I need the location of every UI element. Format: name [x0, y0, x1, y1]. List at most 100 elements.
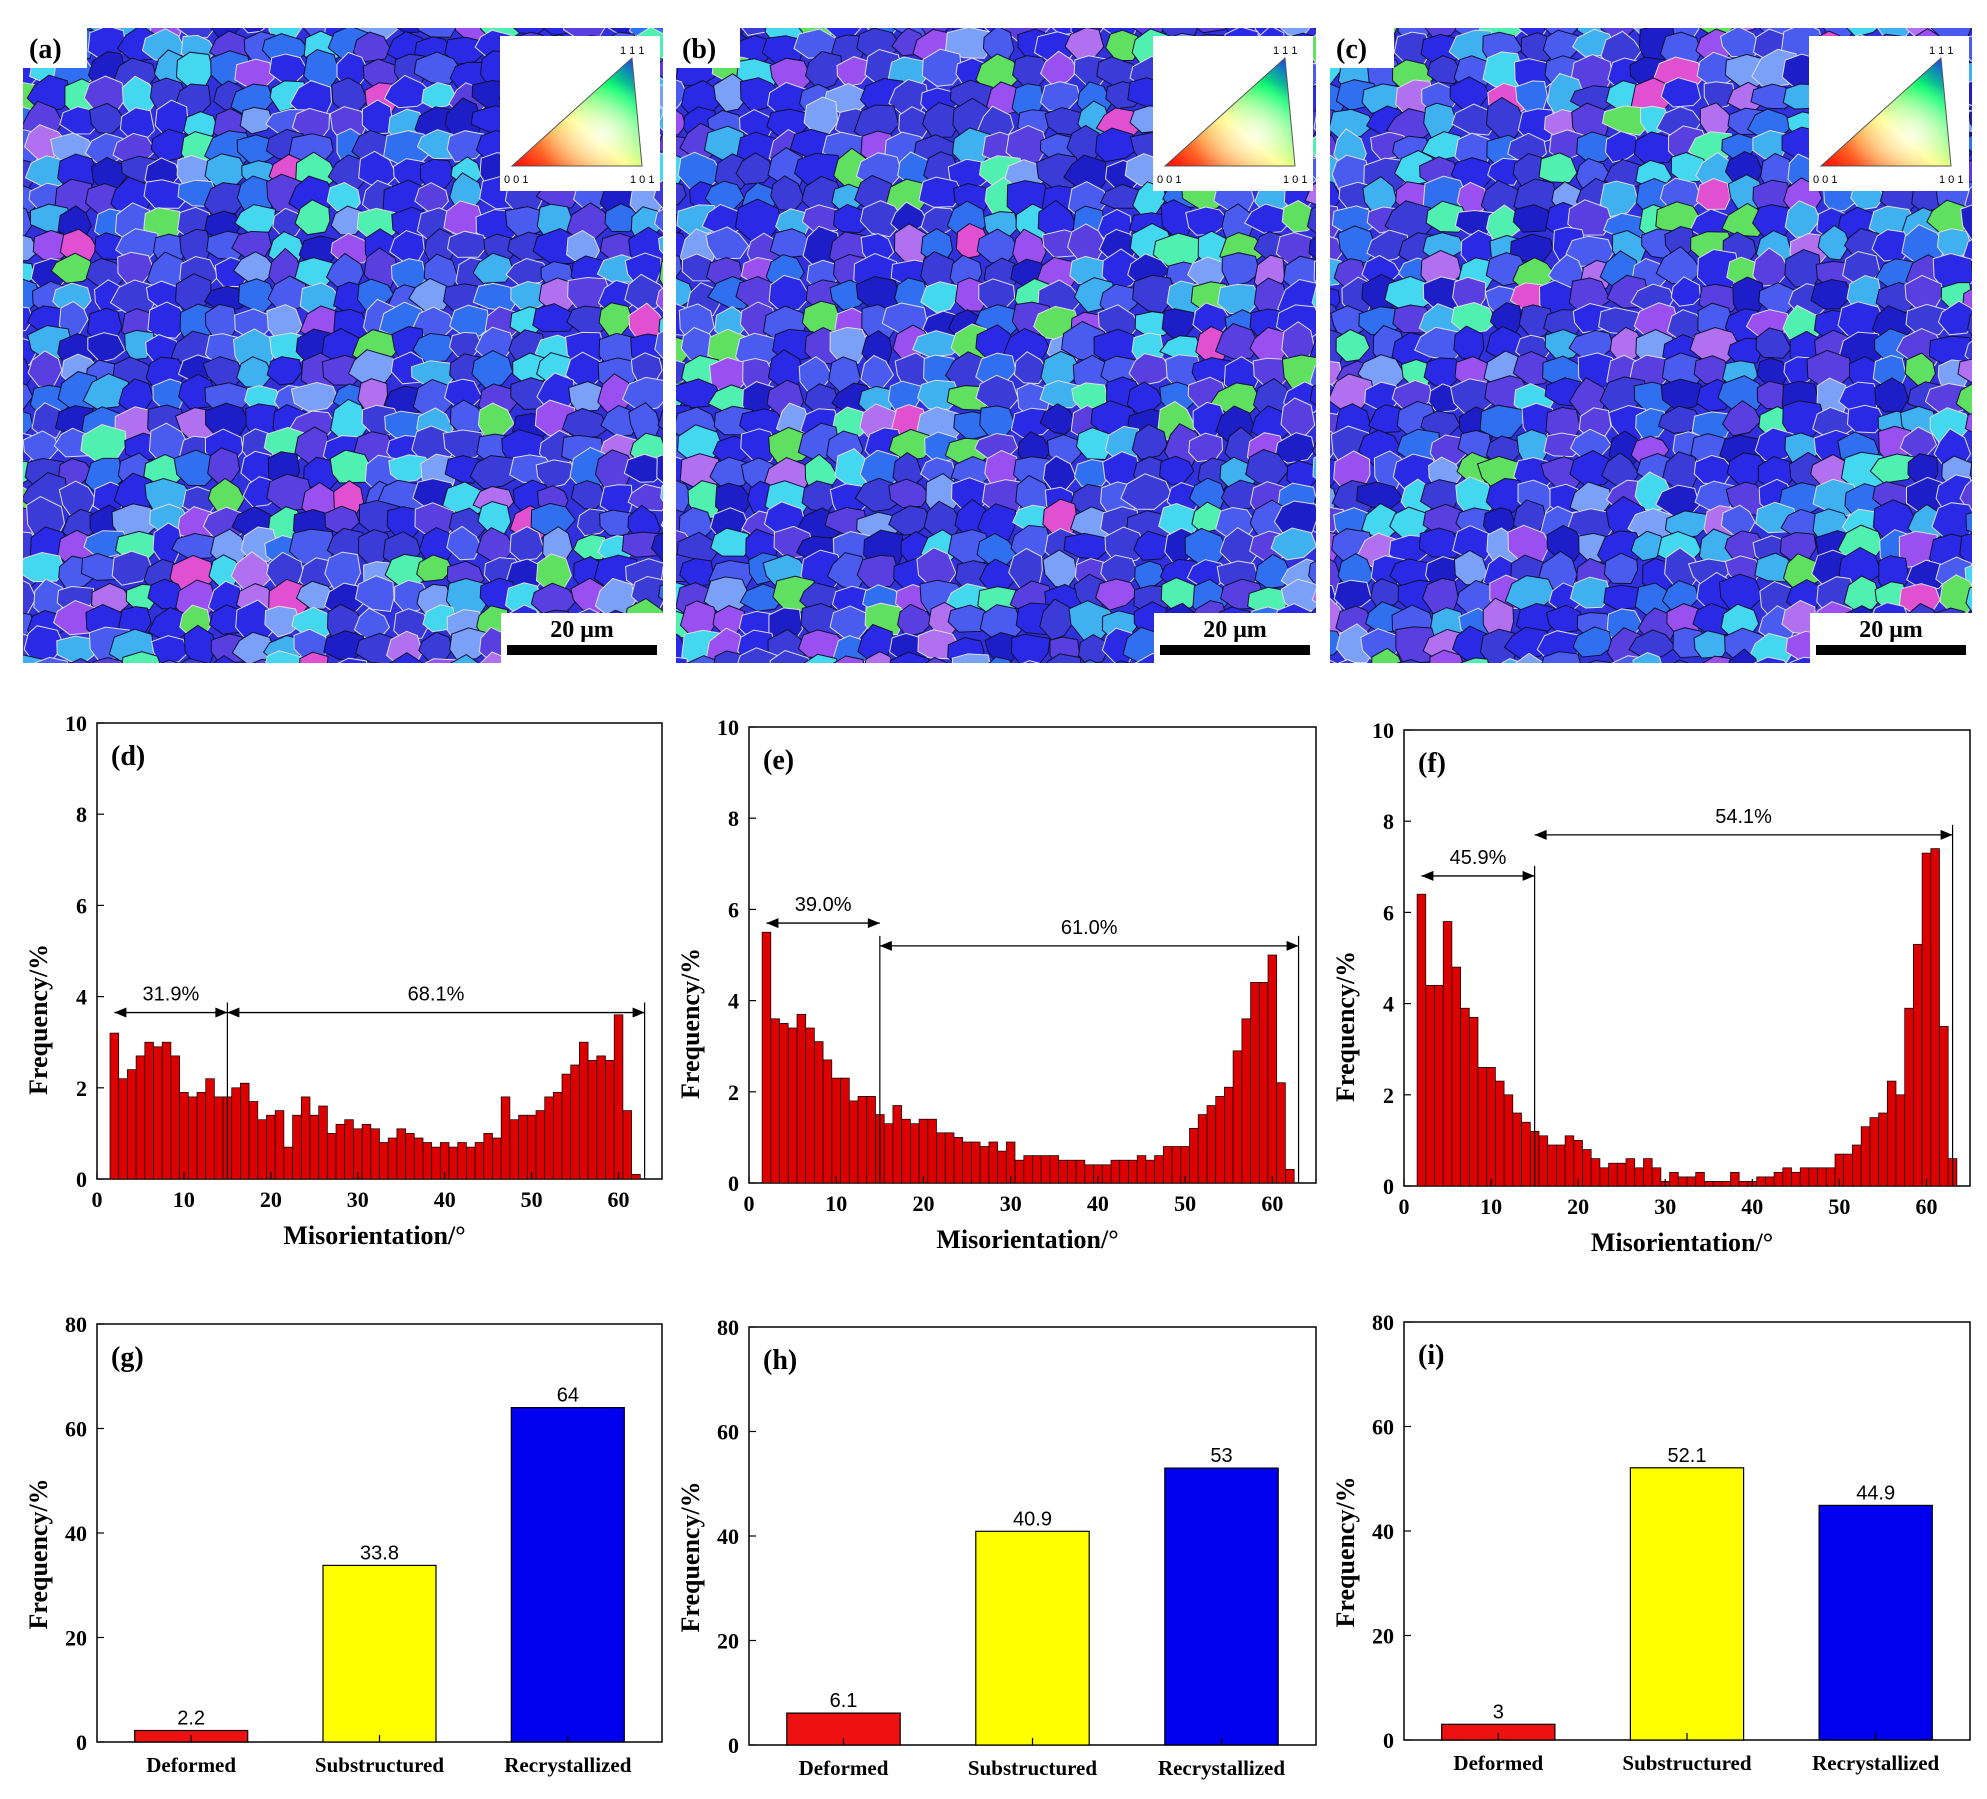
y-axis-label: Frequency/%	[1331, 951, 1360, 1102]
histogram-bar	[1084, 1164, 1094, 1184]
histogram-bar	[396, 1128, 406, 1180]
histogram-bar	[144, 1041, 154, 1180]
grain	[469, 454, 521, 490]
y-axis-label: Frequency/%	[1331, 1476, 1360, 1627]
histogram-bar	[1590, 1158, 1601, 1187]
annotation-label: 31.9%	[143, 984, 200, 1006]
grain	[1576, 131, 1616, 164]
scale-bar-label: 20 μm	[1859, 617, 1923, 643]
histogram-d: 31.9% 68.1% 0 10 20 30 40 50 60 0 2 4 6 8 10 (d) Misorie…	[24, 711, 663, 1250]
histogram-bar	[431, 1146, 441, 1180]
histogram-bar	[622, 1110, 632, 1180]
grain	[921, 48, 963, 87]
panel-label: (b)	[682, 34, 716, 65]
y-axis-label: Frequency/%	[24, 944, 53, 1095]
grain	[23, 551, 66, 583]
histogram-bar	[500, 1096, 511, 1180]
grain	[1487, 157, 1522, 186]
grain	[1312, 440, 1316, 457]
bar-chart-h: 6.1 Deformed 40.9 Substructured 53 Recrystall…	[676, 1315, 1317, 1780]
x-tick-label: 40	[1741, 1194, 1763, 1219]
grain	[1965, 586, 1972, 613]
grain	[299, 651, 329, 663]
ipf-label-101: 1 0 1	[1939, 174, 1963, 186]
annotation-label: 68.1%	[408, 984, 465, 1006]
grain	[1970, 261, 1972, 276]
histogram-bar	[1023, 1155, 1033, 1184]
histogram-bar	[1930, 848, 1940, 1187]
grain	[889, 651, 932, 663]
grain	[1115, 660, 1132, 663]
histogram-bar	[1232, 1050, 1243, 1184]
data-label: 2.2	[177, 1708, 205, 1730]
arrow-head	[1522, 870, 1535, 881]
y-tick-label: 80	[717, 1315, 739, 1340]
grain	[769, 649, 812, 663]
panel-label: (i)	[1418, 1340, 1444, 1371]
grain	[1418, 527, 1464, 559]
grain	[676, 633, 687, 663]
arrow-head	[114, 1007, 127, 1018]
ipf-triangle-overlay	[510, 56, 643, 167]
histogram-bar	[1486, 1067, 1496, 1187]
histogram-bar	[1904, 1007, 1914, 1187]
data-label: 33.8	[360, 1542, 399, 1564]
grain	[1479, 404, 1525, 439]
grain	[568, 380, 607, 413]
scale-bar	[1816, 645, 1966, 655]
grain	[294, 199, 331, 236]
histogram-bar	[526, 1114, 537, 1180]
grain	[920, 281, 958, 314]
y-tick-label: 0	[1383, 1174, 1394, 1199]
grain	[1131, 423, 1168, 460]
grain	[1120, 473, 1173, 510]
y-tick-label: 60	[1372, 1415, 1394, 1440]
category-label: Deformed	[146, 1753, 236, 1777]
histogram-bar	[1128, 1159, 1138, 1184]
histogram-bar	[579, 1041, 589, 1180]
histogram-bar	[1765, 1176, 1775, 1187]
histogram-bar	[1782, 1167, 1792, 1187]
grain	[951, 653, 991, 663]
grain	[1133, 530, 1174, 561]
grain	[741, 28, 772, 36]
histogram-bar	[1756, 1176, 1766, 1187]
grain	[1371, 647, 1402, 663]
grain	[768, 426, 813, 465]
grain	[1335, 328, 1371, 363]
histogram-bar	[918, 1118, 929, 1184]
grain	[1252, 659, 1279, 663]
panel-label: (e)	[763, 745, 794, 776]
histogram-bar	[1058, 1159, 1068, 1184]
histogram-bar	[1425, 985, 1435, 1187]
histogram-bar	[962, 1141, 972, 1184]
y-tick-label: 8	[728, 806, 739, 831]
grain	[1366, 229, 1409, 263]
histogram-bar	[936, 1132, 946, 1184]
grain	[1308, 236, 1316, 259]
histogram-bar	[770, 1018, 780, 1184]
histogram-bar	[266, 1114, 276, 1180]
y-tick-label: 6	[76, 893, 87, 918]
histogram-bar	[953, 1137, 964, 1184]
histogram-bar	[1276, 1082, 1286, 1184]
grain	[393, 608, 429, 640]
x-tick-label: 0	[744, 1191, 755, 1216]
grain	[1587, 659, 1612, 663]
histogram-bar	[457, 1142, 467, 1180]
grain	[710, 527, 752, 557]
histogram-bar	[257, 1119, 267, 1180]
grain	[183, 624, 216, 663]
histogram-bar	[353, 1128, 363, 1180]
grain	[1964, 413, 1972, 433]
panel-label-bg	[23, 28, 87, 68]
histogram-bar	[1616, 1162, 1627, 1187]
histogram-bar	[179, 1092, 189, 1180]
grain	[864, 651, 893, 663]
grain	[654, 208, 663, 233]
arrow-head	[1286, 940, 1299, 951]
grain	[1270, 527, 1316, 561]
grain	[1420, 479, 1461, 511]
grain	[242, 28, 266, 34]
